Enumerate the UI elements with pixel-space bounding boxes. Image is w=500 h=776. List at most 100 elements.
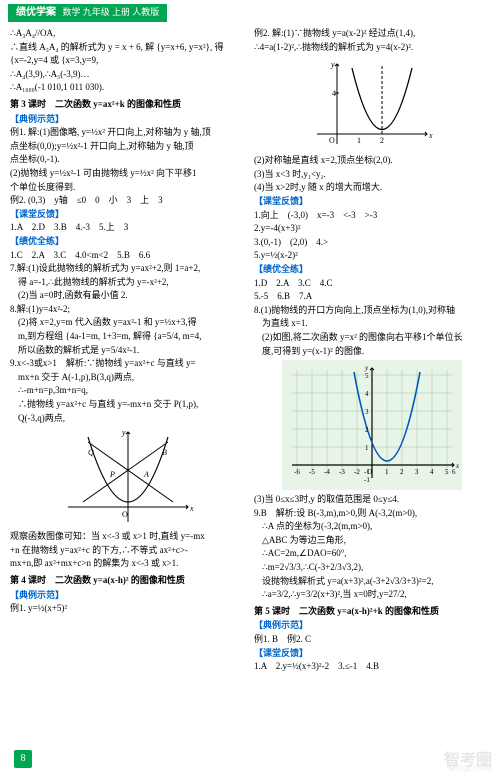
text: 例1. y=½(x+5)² bbox=[10, 602, 246, 615]
text: 所以函数的解析式是 y=5/4x²-1. bbox=[10, 344, 246, 357]
svg-text:4: 4 bbox=[430, 468, 434, 476]
text: 1.C 2.A 3.C 4.0<m<2 5.B 6.6 bbox=[10, 249, 246, 262]
parabola-graph-1: x y O Q P A B bbox=[58, 427, 198, 527]
text: 度,可得到 y=(x-1)² 的图像. bbox=[254, 345, 490, 358]
svg-text:O: O bbox=[122, 510, 128, 519]
svg-text:2: 2 bbox=[380, 136, 384, 145]
main-content: ∴A₃A₄//OA, ∴直线 A₃A₄ 的解析式为 y = x + 6, 解 {… bbox=[0, 24, 500, 676]
text: 5.y=½(x-2)² bbox=[254, 249, 490, 262]
text: 例1. 解:(1)图像略, y=½x² 开口向上,对称轴为 y 轴,顶 bbox=[10, 126, 246, 139]
header-brand: 绩优学案 数学 九年级 上册 人教版 bbox=[8, 4, 167, 22]
text: {x=-2,y=4 或 {x=3,y=9, bbox=[10, 54, 246, 67]
text: (2)如图,将二次函数 y=x² 的图像向右平移1个单位长 bbox=[254, 331, 490, 344]
svg-text:-6: -6 bbox=[294, 468, 300, 476]
watermark-sub: MXQE.COM bbox=[448, 763, 492, 774]
svg-text:2: 2 bbox=[400, 468, 404, 476]
heading-example: 【典例示范】 bbox=[10, 113, 246, 126]
svg-text:2: 2 bbox=[365, 426, 369, 434]
text: ∴A₁₀₀₀(-1 010,1 011 030). bbox=[10, 81, 246, 94]
svg-text:x: x bbox=[189, 504, 194, 513]
svg-text:1: 1 bbox=[357, 136, 361, 145]
text: 1.A 2.y=½(x+3)²-2 3.≤-1 4.B bbox=[254, 660, 490, 673]
text: 为直线 x=1. bbox=[254, 317, 490, 330]
text: △ABC 为等边三角形, bbox=[254, 534, 490, 547]
text: +n 在抛物线 y=ax²+c 的下方,∴不等式 ax²+c>- bbox=[10, 544, 246, 557]
svg-text:-1: -1 bbox=[364, 476, 370, 484]
svg-text:y: y bbox=[121, 428, 126, 437]
text: 8.(1)抛物线的开口方向向上,顶点坐标为(1,0),对称轴 bbox=[254, 304, 490, 317]
svg-text:1: 1 bbox=[365, 444, 369, 452]
text: ∴直线 A₃A₄ 的解析式为 y = x + 6, 解 {y=x+6, y=x²… bbox=[10, 41, 246, 54]
text: ∴AC=2m,∠DAO=60°, bbox=[254, 547, 490, 560]
svg-text:-2: -2 bbox=[354, 468, 360, 476]
text: ∴-m+n=p,3m+n=q, bbox=[10, 384, 246, 397]
text: 设抛物线解析式 y=a(x+3)²,a(-3+2√3/3+3)²=2, bbox=[254, 575, 490, 588]
heading-example: 【典例示范】 bbox=[10, 589, 246, 602]
section-4-title: 第 4 课时 二次函数 y=a(x-h)² 的图像和性质 bbox=[10, 574, 246, 587]
section-3-title: 第 3 课时 二次函数 y=ax²+k 的图像和性质 bbox=[10, 98, 246, 111]
page-number: 8 bbox=[14, 750, 32, 768]
svg-text:3: 3 bbox=[365, 408, 369, 416]
svg-text:Q: Q bbox=[88, 448, 94, 457]
text: ∴4=a(1-2)²,∴抛物线的解析式为 y=4(x-2)². bbox=[254, 41, 490, 54]
text: (2)抛物线 y=½x²-1 可由抛物线 y=½x² 向下平移1 bbox=[10, 167, 246, 180]
text: (4)当 x>2时,y 随 x 的增大而增大. bbox=[254, 181, 490, 194]
text: 1.向上 (-3,0) x=-3 <-3 >-3 bbox=[254, 209, 490, 222]
svg-text:5: 5 bbox=[365, 372, 369, 380]
text: 例1. B 例2. C bbox=[254, 633, 490, 646]
left-column: ∴A₃A₄//OA, ∴直线 A₃A₄ 的解析式为 y = x + 6, 解 {… bbox=[10, 26, 246, 674]
heading-feedback: 【课堂反馈】 bbox=[254, 195, 490, 208]
svg-text:y: y bbox=[330, 60, 335, 69]
heading-practice: 【绩优全练】 bbox=[10, 235, 246, 248]
svg-text:3: 3 bbox=[415, 468, 419, 476]
text: 得 a=-1,∴此抛物线的解析式为 y=-x²+2, bbox=[10, 276, 246, 289]
text: (3)当 0≤x≤3时,y 的取值范围是 0≤y≤4. bbox=[254, 493, 490, 506]
svg-text:5: 5 bbox=[445, 468, 449, 476]
text: mx+n 交于 A(-1,p),B(3,q)两点, bbox=[10, 371, 246, 384]
svg-text:P: P bbox=[109, 470, 115, 479]
text: (2)对称轴是直线 x=2,顶点坐标(2,0). bbox=[254, 154, 490, 167]
svg-text:6: 6 bbox=[452, 468, 456, 476]
svg-text:-4: -4 bbox=[324, 468, 330, 476]
parabola-graph-2: x y O 1 2 4 bbox=[307, 56, 437, 151]
text: 9.x<-3或x>1 解析:∵抛物线 y=ax²+c 与直线 y= bbox=[10, 357, 246, 370]
text: (3)当 x<3 时,y₁<y₂. bbox=[254, 168, 490, 181]
heading-feedback: 【课堂反馈】 bbox=[254, 647, 490, 660]
header-subject: 数学 九年级 上册 人教版 bbox=[63, 7, 160, 17]
text: 8.解:(1)y=4x²-2; bbox=[10, 303, 246, 316]
text: 点坐标(0,-1). bbox=[10, 153, 246, 166]
text: Q(-3,q)两点, bbox=[10, 412, 246, 425]
svg-text:x: x bbox=[428, 131, 433, 140]
text: ∴A₄(3,9),∴A₅(-3,9)… bbox=[10, 68, 246, 81]
heading-practice: 【绩优全练】 bbox=[254, 263, 490, 276]
text: ∴A 点的坐标为(-3,2(m,m>0), bbox=[254, 520, 490, 533]
text: (2)当 a=0时,函数有最小值 2. bbox=[10, 289, 246, 302]
text: (2)将 x=2,y=m 代入函数 y=ax²-1 和 y=½x+3,得 bbox=[10, 316, 246, 329]
svg-text:1: 1 bbox=[385, 468, 389, 476]
text: 5.-5 6.B 7.A bbox=[254, 290, 490, 303]
svg-text:-5: -5 bbox=[309, 468, 315, 476]
text: 例2. (0,3) y轴 ≤0 0 小 3 上 3 bbox=[10, 194, 246, 207]
text: mx+n,即 ax²+mx+c>n 的解集为 x<-3 或 x>1. bbox=[10, 557, 246, 570]
section-5-title: 第 5 课时 二次函数 y=a(x-h)²+k 的图像和性质 bbox=[254, 605, 490, 618]
brand-text: 绩优学案 bbox=[16, 7, 56, 18]
text: 点坐标(0,0);y=½x²-1 开口向上,对称轴为 y 轴,顶 bbox=[10, 140, 246, 153]
svg-text:O: O bbox=[367, 468, 372, 476]
text: ∴a=3/2,∴y=3/2(x+3)²,当 x=0时,y=27/2, bbox=[254, 588, 490, 601]
text: 9.B 解析:设 B(-3,m),m>0,则 A(-3,2(m>0), bbox=[254, 507, 490, 520]
text: m,到方程组 {4a-1=m, 1+3=m, 解得 {a=5/4, m=4, bbox=[10, 330, 246, 343]
grid-parabola-graph: x y -6-5-4-3-2-1 O 123456 12345 -1 bbox=[282, 360, 462, 490]
right-column: 例2. 解:(1)∵抛物线 y=a(x-2)² 经过点(1,4), ∴4=a(1… bbox=[254, 26, 490, 674]
svg-text:-3: -3 bbox=[339, 468, 345, 476]
text: 7.解:(1)设此抛物线的解析式为 y=ax²+2,则 1=a+2, bbox=[10, 262, 246, 275]
text: ∴m=2√3/3,∴C(-3+2/3√3,2), bbox=[254, 561, 490, 574]
svg-text:O: O bbox=[329, 136, 335, 145]
svg-text:A: A bbox=[143, 470, 149, 479]
text: 例2. 解:(1)∵抛物线 y=a(x-2)² 经过点(1,4), bbox=[254, 27, 490, 40]
svg-text:4: 4 bbox=[365, 390, 369, 398]
heading-example: 【典例示范】 bbox=[254, 619, 490, 632]
text: 个单位长度得到. bbox=[10, 181, 246, 194]
svg-text:B: B bbox=[162, 448, 167, 457]
text: ∴A₃A₄//OA, bbox=[10, 27, 246, 40]
heading-feedback: 【课堂反馈】 bbox=[10, 208, 246, 221]
